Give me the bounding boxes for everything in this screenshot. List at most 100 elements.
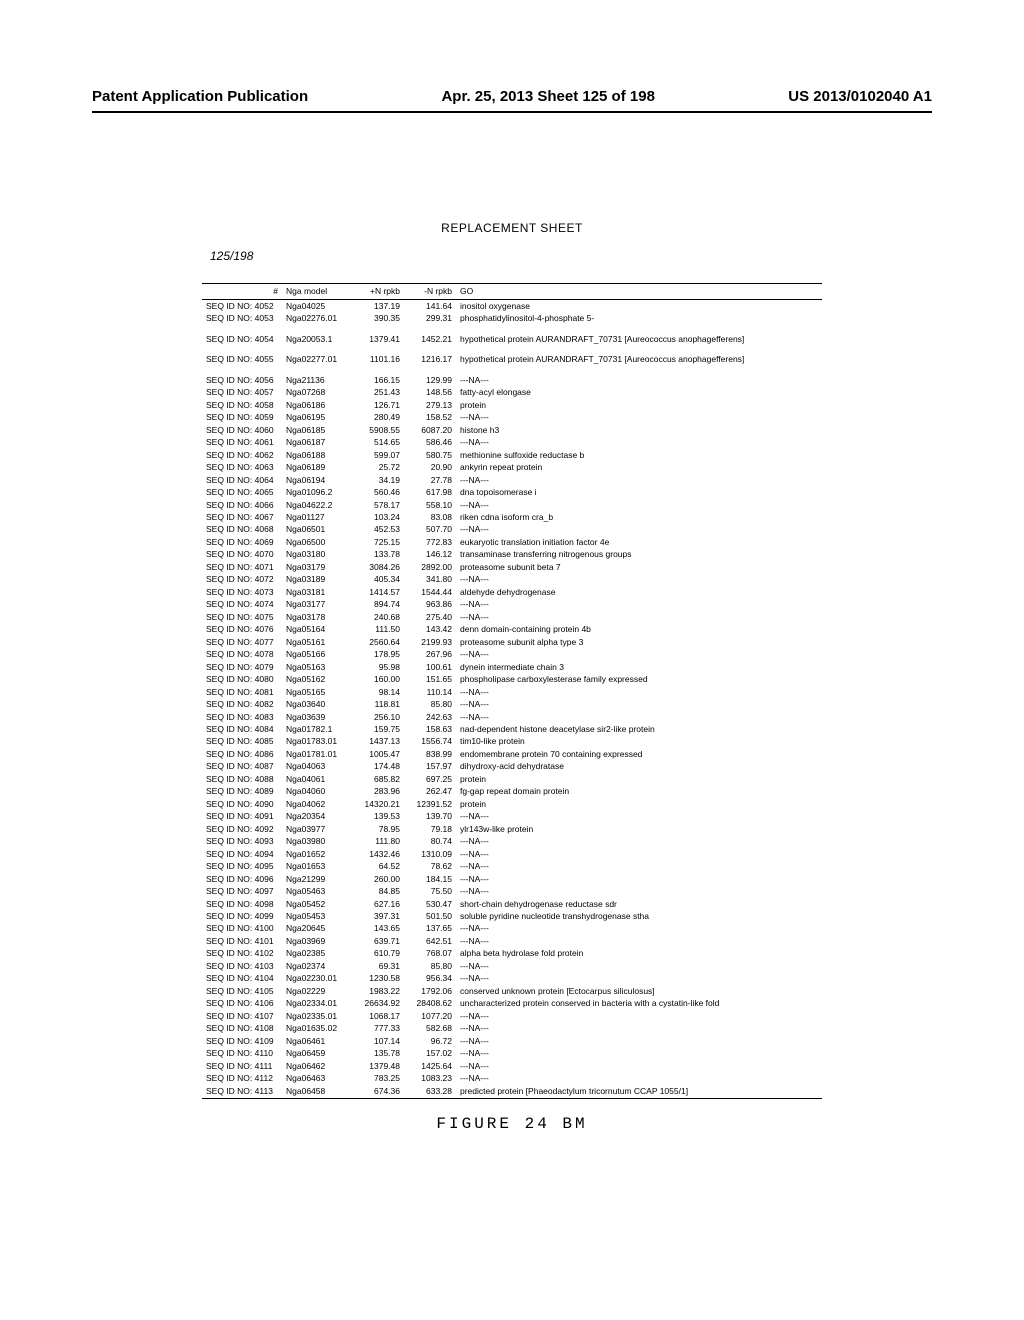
cell-minus-n: 157.97 [404,761,456,773]
cell-model: Nga21136 [282,374,352,386]
cell-model: Nga03980 [282,836,352,848]
cell-go: alpha beta hydrolase fold protein [456,948,822,960]
cell-plus-n: 397.31 [352,911,404,923]
cell-go: ---NA--- [456,811,822,823]
cell-go: dynein intermediate chain 3 [456,661,822,673]
table-row: SEQ ID NO: 4056Nga21136166.15129.99---NA… [202,374,822,386]
cell-go: ---NA--- [456,499,822,511]
cell-plus-n: 560.46 [352,487,404,499]
cell-plus-n: 452.53 [352,524,404,536]
cell-minus-n: 1792.06 [404,985,456,997]
cell-minus-n: 27.78 [404,474,456,486]
table-row: SEQ ID NO: 4093Nga03980111.8080.74---NA-… [202,836,822,848]
cell-seq: SEQ ID NO: 4067 [202,512,282,524]
cell-seq: SEQ ID NO: 4097 [202,886,282,898]
cell-plus-n: 84.85 [352,886,404,898]
cell-minus-n: 772.83 [404,536,456,548]
cell-plus-n: 107.14 [352,1035,404,1047]
cell-seq: SEQ ID NO: 4064 [202,474,282,486]
cell-minus-n: 129.99 [404,374,456,386]
cell-seq: SEQ ID NO: 4077 [202,636,282,648]
cell-model: Nga05453 [282,911,352,923]
cell-go: endomembrane protein 70 containing expre… [456,748,822,760]
cell-model: Nga02374 [282,960,352,972]
cell-minus-n: 184.15 [404,873,456,885]
cell-seq: SEQ ID NO: 4094 [202,848,282,860]
cell-plus-n: 627.16 [352,898,404,910]
cell-model: Nga06187 [282,437,352,449]
cell-seq: SEQ ID NO: 4054 [202,333,282,345]
table-row: SEQ ID NO: 4078Nga05166178.95267.96---NA… [202,649,822,661]
cell-plus-n: 674.36 [352,1085,404,1098]
cell-go: proteasome subunit beta 7 [456,561,822,573]
cell-go: ---NA--- [456,412,822,424]
cell-minus-n: 78.62 [404,861,456,873]
cell-go: soluble pyridine nucleotide transhydroge… [456,911,822,923]
cell-minus-n: 586.46 [404,437,456,449]
cell-plus-n: 126.71 [352,399,404,411]
cell-seq: SEQ ID NO: 4076 [202,624,282,636]
table-header-row: # Nga model +N rpkb -N rpkb GO [202,284,822,300]
cell-plus-n: 283.96 [352,786,404,798]
cell-model: Nga02334.01 [282,998,352,1010]
table-row: SEQ ID NO: 4108Nga01635.02777.33582.68--… [202,1023,822,1035]
table-row: SEQ ID NO: 4066Nga04622.2578.17558.10---… [202,499,822,511]
cell-minus-n: 1425.64 [404,1060,456,1072]
cell-model: Nga20354 [282,811,352,823]
table-row: SEQ ID NO: 4098Nga05452627.16530.47short… [202,898,822,910]
table-row: SEQ ID NO: 4084Nga01782.1159.75158.63nad… [202,723,822,735]
cell-go: fg-gap repeat domain protein [456,786,822,798]
cell-model: Nga03639 [282,711,352,723]
cell-plus-n: 103.24 [352,512,404,524]
cell-model: Nga06501 [282,524,352,536]
cell-seq: SEQ ID NO: 4078 [202,649,282,661]
cell-plus-n: 639.71 [352,935,404,947]
table-spacer-row [202,366,822,374]
cell-model: Nga01781.01 [282,748,352,760]
cell-seq: SEQ ID NO: 4057 [202,387,282,399]
replacement-sheet-label: REPLACEMENT SHEET [0,221,1024,235]
cell-plus-n: 251.43 [352,387,404,399]
table-row: SEQ ID NO: 4112Nga06463783.251083.23---N… [202,1073,822,1085]
col-header-model: Nga model [282,284,352,300]
cell-model: Nga03640 [282,699,352,711]
cell-plus-n: 5908.55 [352,424,404,436]
cell-model: Nga21299 [282,873,352,885]
cell-model: Nga06500 [282,536,352,548]
table-row: SEQ ID NO: 4107Nga02335.011068.171077.20… [202,1010,822,1022]
page-fraction: 125/198 [210,249,1024,263]
cell-seq: SEQ ID NO: 4059 [202,412,282,424]
cell-model: Nga05161 [282,636,352,648]
cell-go: ---NA--- [456,437,822,449]
cell-model: Nga05164 [282,624,352,636]
table-row: SEQ ID NO: 4071Nga031793084.262892.00pro… [202,561,822,573]
table-row: SEQ ID NO: 4105Nga022291983.221792.06con… [202,985,822,997]
cell-plus-n: 405.34 [352,574,404,586]
cell-seq: SEQ ID NO: 4068 [202,524,282,536]
cell-minus-n: 279.13 [404,399,456,411]
cell-go: dihydroxy-acid dehydratase [456,761,822,773]
cell-minus-n: 267.96 [404,649,456,661]
table-row: SEQ ID NO: 4075Nga03178240.68275.40---NA… [202,611,822,623]
cell-minus-n: 75.50 [404,886,456,898]
cell-model: Nga06186 [282,399,352,411]
cell-minus-n: 141.64 [404,300,456,313]
cell-plus-n: 64.52 [352,861,404,873]
cell-go: ---NA--- [456,1023,822,1035]
cell-plus-n: 1230.58 [352,973,404,985]
cell-plus-n: 26634.92 [352,998,404,1010]
cell-minus-n: 2199.93 [404,636,456,648]
cell-seq: SEQ ID NO: 4104 [202,973,282,985]
cell-go: phospholipase carboxylesterase family ex… [456,674,822,686]
table-row: SEQ ID NO: 4104Nga02230.011230.58956.34-… [202,973,822,985]
cell-go: eukaryotic translation initiation factor… [456,536,822,548]
table-row: SEQ ID NO: 4083Nga03639256.10242.63---NA… [202,711,822,723]
cell-seq: SEQ ID NO: 4079 [202,661,282,673]
cell-minus-n: 20.90 [404,462,456,474]
cell-seq: SEQ ID NO: 4066 [202,499,282,511]
cell-model: Nga04025 [282,300,352,313]
cell-go: ---NA--- [456,524,822,536]
cell-minus-n: 12391.52 [404,798,456,810]
table-row: SEQ ID NO: 4074Nga03177894.74963.86---NA… [202,599,822,611]
table-spacer-row [202,346,822,354]
